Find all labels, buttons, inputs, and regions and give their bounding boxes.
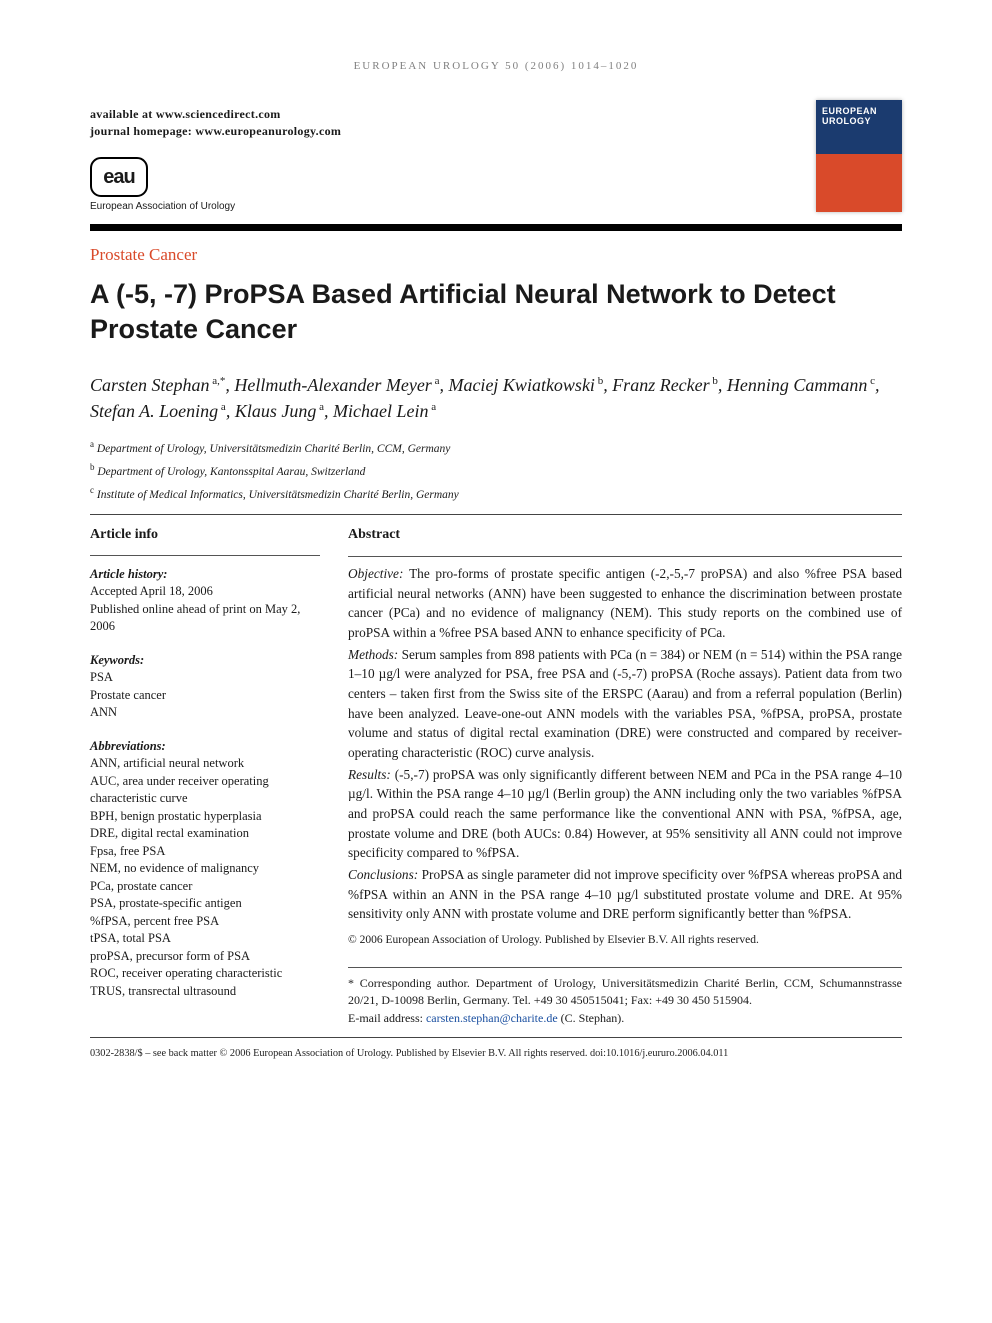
abbreviation: NEM, no evidence of malignancy — [90, 860, 320, 878]
available-at: available at www.sciencedirect.com — [90, 107, 341, 122]
divider — [348, 556, 902, 557]
masthead-left: available at www.sciencedirect.com journ… — [90, 107, 341, 212]
abbreviation: Fpsa, free PSA — [90, 843, 320, 861]
divider — [90, 555, 320, 556]
article-title: A (-5, -7) ProPSA Based Artificial Neura… — [90, 277, 902, 346]
cover-title-line1: EUROPEAN — [822, 106, 877, 116]
abstract-section: Objective: The pro-forms of prostate spe… — [348, 564, 902, 643]
corresp-email-link[interactable]: carsten.stephan@charite.de — [426, 1011, 558, 1025]
publisher-logo: eau European Association of Urology — [90, 157, 341, 212]
availability-block: available at www.sciencedirect.com journ… — [90, 107, 341, 139]
article-history-label: Article history: — [90, 566, 320, 584]
corresp-text: * Corresponding author. Department of Ur… — [348, 976, 902, 1007]
keywords-list: PSAProstate cancerANN — [90, 669, 320, 722]
abbreviation: AUC, area under receiver operating chara… — [90, 773, 320, 808]
article-info-column: Article info Article history: Accepted A… — [90, 525, 320, 1027]
abstract-heading: Abstract — [348, 525, 902, 546]
affiliation: a Department of Urology, Universitätsmed… — [90, 438, 902, 459]
abbreviation: ANN, artificial neural network — [90, 755, 320, 773]
abbreviation: PCa, prostate cancer — [90, 878, 320, 896]
journal-homepage: journal homepage: www.europeanurology.co… — [90, 124, 341, 139]
abstract-section-text: The pro-forms of prostate specific antig… — [348, 566, 902, 640]
article-section-label: Prostate Cancer — [90, 245, 902, 265]
two-column-region: Article info Article history: Accepted A… — [90, 525, 902, 1027]
keyword: PSA — [90, 669, 320, 687]
author-list: Carsten Stephan a,*, Hellmuth-Alexander … — [90, 372, 902, 424]
divider-above-columns — [90, 514, 902, 515]
abstract-section-label: Objective: — [348, 566, 409, 581]
article-history-lines: Accepted April 18, 2006Published online … — [90, 583, 320, 636]
masthead-rule — [90, 224, 902, 231]
keywords-label: Keywords: — [90, 652, 320, 670]
cover-title-line2: UROLOGY — [822, 116, 871, 126]
affiliation: b Department of Urology, Kantonsspital A… — [90, 461, 902, 482]
abstract-section-text: Serum samples from 898 patients with PCa… — [348, 647, 902, 760]
abbreviation: PSA, prostate-specific antigen — [90, 895, 320, 913]
abstract-body: Objective: The pro-forms of prostate spe… — [348, 564, 902, 924]
abstract-copyright: © 2006 European Association of Urology. … — [348, 932, 902, 949]
running-header: EUROPEAN UROLOGY 50 (2006) 1014–1020 — [90, 60, 902, 72]
eau-logo-mark: eau — [90, 157, 148, 197]
abbreviation: tPSA, total PSA — [90, 930, 320, 948]
email-suffix: (C. Stephan). — [558, 1011, 625, 1025]
divider-above-corresp — [348, 967, 902, 968]
abstract-section-text: ProPSA as single parameter did not impro… — [348, 867, 902, 921]
abbreviations-label: Abbreviations: — [90, 738, 320, 756]
divider-above-footer — [90, 1037, 902, 1038]
affiliation: c Institute of Medical Informatics, Univ… — [90, 484, 902, 505]
corresponding-author: * Corresponding author. Department of Ur… — [348, 975, 902, 1027]
abbreviation: proPSA, precursor form of PSA — [90, 948, 320, 966]
masthead-row: available at www.sciencedirect.com journ… — [90, 100, 902, 212]
abbreviation: DRE, digital rectal examination — [90, 825, 320, 843]
abbreviation: %fPSA, percent free PSA — [90, 913, 320, 931]
keyword: Prostate cancer — [90, 687, 320, 705]
eau-logo-text: European Association of Urology — [90, 201, 341, 212]
article-info-heading: Article info — [90, 525, 320, 545]
email-label: E-mail address: — [348, 1011, 426, 1025]
footer-line: 0302-2838/$ – see back matter © 2006 Eur… — [90, 1048, 902, 1059]
abbreviations-list: ANN, artificial neural networkAUC, area … — [90, 755, 320, 1000]
history-line: Accepted April 18, 2006 — [90, 583, 320, 601]
abstract-section-text: (-5,-7) proPSA was only significantly di… — [348, 767, 902, 861]
abstract-section-label: Methods: — [348, 647, 402, 662]
journal-cover-thumbnail: EUROPEAN UROLOGY — [816, 100, 902, 212]
abstract-section-label: Conclusions: — [348, 867, 422, 882]
abstract-section: Results: (-5,-7) proPSA was only signifi… — [348, 765, 902, 863]
keyword: ANN — [90, 704, 320, 722]
abbreviation: ROC, receiver operating characteristic — [90, 965, 320, 983]
abstract-section-label: Results: — [348, 767, 395, 782]
abstract-section: Methods: Serum samples from 898 patients… — [348, 645, 902, 763]
abstract-section: Conclusions: ProPSA as single parameter … — [348, 865, 902, 924]
history-line: Published online ahead of print on May 2… — [90, 601, 320, 636]
abbreviation: TRUS, transrectal ultrasound — [90, 983, 320, 1001]
affiliation-list: a Department of Urology, Universitätsmed… — [90, 438, 902, 504]
abbreviation: BPH, benign prostatic hyperplasia — [90, 808, 320, 826]
abstract-column: Abstract Objective: The pro-forms of pro… — [348, 525, 902, 1027]
